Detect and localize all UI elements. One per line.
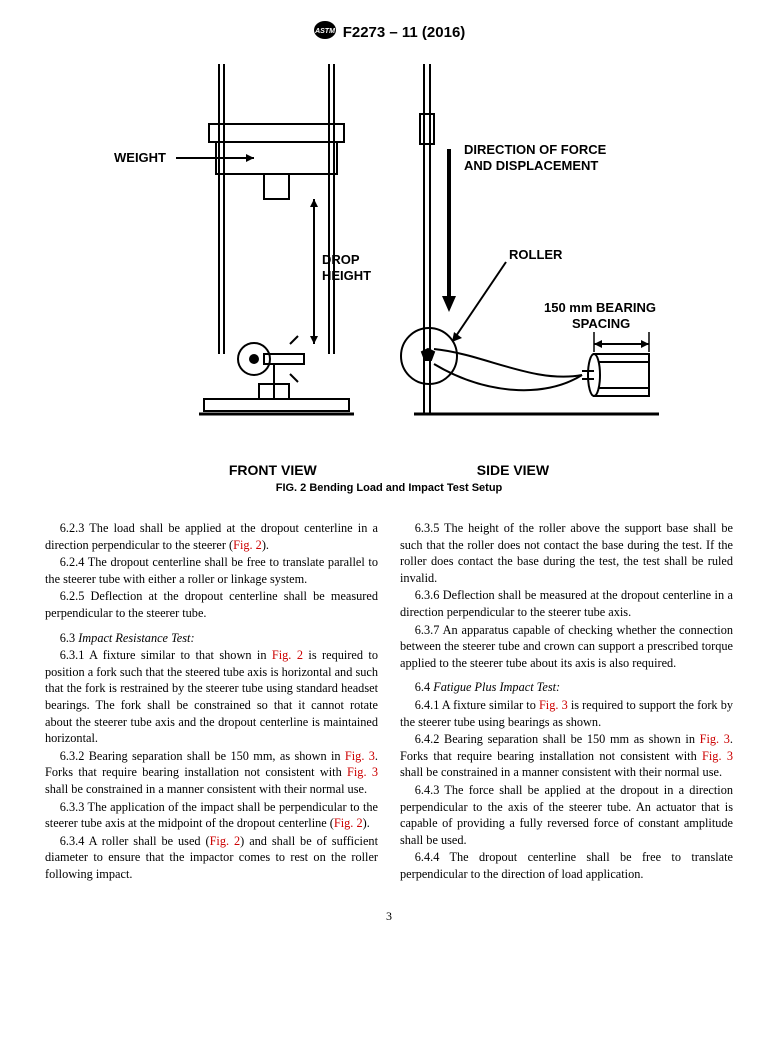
para-6-3-2: 6.3.2 Bearing separation shall be 150 mm… bbox=[45, 748, 378, 798]
figure-2: WEIGHT DROP HEIGHT bbox=[45, 54, 733, 494]
para-6-2-4: 6.2.4 The dropout centerline shall be fr… bbox=[45, 554, 378, 587]
figref: Fig. 3 bbox=[345, 749, 375, 763]
para-6-2-3: 6.2.3 The load shall be applied at the d… bbox=[45, 520, 378, 553]
para-6-3-3: 6.3.3 The application of the impact shal… bbox=[45, 799, 378, 832]
figref: Fig. 3 bbox=[702, 749, 733, 763]
figref: Fig. 3 bbox=[539, 698, 568, 712]
label-drop-height-1: DROP bbox=[322, 252, 360, 267]
label-bearing-1: 150 mm BEARING bbox=[544, 300, 656, 315]
figref: Fig. 2 bbox=[233, 538, 262, 552]
side-view-label: SIDE VIEW bbox=[477, 462, 549, 478]
para-6-4-2: 6.4.2 Bearing separation shall be 150 mm… bbox=[400, 731, 733, 781]
front-view-label: FRONT VIEW bbox=[229, 462, 317, 478]
para-6-3-7: 6.3.7 An apparatus capable of checking w… bbox=[400, 622, 733, 672]
figure-caption: FIG. 2 Bending Load and Impact Test Setu… bbox=[45, 482, 733, 494]
para-6-4-1: 6.4.1 A fixture similar to Fig. 3 is req… bbox=[400, 697, 733, 730]
svg-text:ASTM: ASTM bbox=[314, 28, 335, 35]
figref: Fig. 2 bbox=[334, 816, 363, 830]
para-6-3-6: 6.3.6 Deflection shall be measured at th… bbox=[400, 587, 733, 620]
body-columns: 6.2.3 The load shall be applied at the d… bbox=[45, 520, 733, 883]
figref: Fig. 3 bbox=[347, 765, 378, 779]
view-labels-row: FRONT VIEW SIDE VIEW bbox=[45, 462, 733, 478]
label-direction-2: AND DISPLACEMENT bbox=[464, 158, 598, 173]
para-6-4-4: 6.4.4 The dropout centerline shall be fr… bbox=[400, 849, 733, 882]
label-drop-height-2: HEIGHT bbox=[322, 268, 371, 283]
designation-text: F2273 – 11 (2016) bbox=[343, 24, 466, 41]
astm-logo-icon: ASTM bbox=[313, 20, 337, 44]
page-header: ASTM F2273 – 11 (2016) bbox=[45, 20, 733, 44]
label-direction-1: DIRECTION OF FORCE bbox=[464, 142, 607, 157]
para-6-4-3: 6.4.3 The force shall be applied at the … bbox=[400, 782, 733, 848]
para-6-3-4: 6.3.4 A roller shall be used (Fig. 2) an… bbox=[45, 833, 378, 883]
para-6-3-1: 6.3.1 A fixture similar to that shown in… bbox=[45, 647, 378, 747]
label-bearing-2: SPACING bbox=[572, 316, 630, 331]
figref: Fig. 2 bbox=[272, 648, 303, 662]
label-roller: ROLLER bbox=[509, 247, 563, 262]
para-6-2-5: 6.2.5 Deflection at the dropout centerli… bbox=[45, 588, 378, 621]
section-6-4: 6.4 Fatigue Plus Impact Test: bbox=[400, 679, 733, 696]
figref: Fig. 3 bbox=[700, 732, 730, 746]
page-container: ASTM F2273 – 11 (2016) bbox=[0, 0, 778, 954]
label-weight: WEIGHT bbox=[114, 150, 166, 165]
section-6-3: 6.3 Impact Resistance Test: bbox=[45, 630, 378, 647]
page-number: 3 bbox=[45, 909, 733, 924]
figref: Fig. 2 bbox=[210, 834, 241, 848]
para-6-3-5: 6.3.5 The height of the roller above the… bbox=[400, 520, 733, 586]
